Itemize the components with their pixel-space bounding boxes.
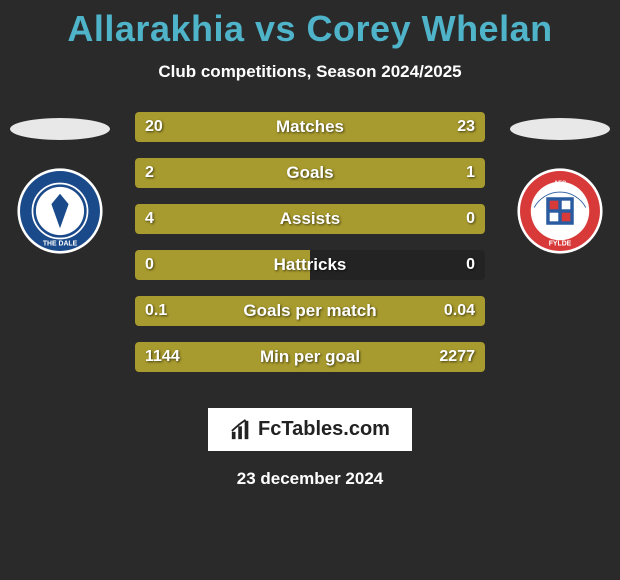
- bar-left: [135, 112, 298, 142]
- ellipse-left: [10, 118, 110, 140]
- brand-text: FcTables.com: [258, 418, 390, 441]
- ellipse-right: [510, 118, 610, 140]
- bar-left: [135, 204, 485, 234]
- club-badge-left: THE DALE: [17, 168, 103, 254]
- bar-left: [135, 342, 252, 372]
- stat-row: 00Hattricks: [135, 250, 485, 280]
- chart-icon: [230, 419, 252, 441]
- bar-right: [385, 296, 485, 326]
- comparison-chart: THE DALE FYLDE AFC: [0, 112, 620, 402]
- stat-row: 40Assists: [135, 204, 485, 234]
- stat-bars: 2023Matches 21Goals 40Assists 00Hattricks 0.…: [135, 112, 485, 388]
- shield-icon: FYLDE AFC: [517, 168, 603, 254]
- svg-text:FYLDE: FYLDE: [549, 240, 572, 247]
- stat-row: 2023Matches: [135, 112, 485, 142]
- stat-row: 11442277Min per goal: [135, 342, 485, 372]
- comparison-title: Allarakhia vs Corey Whelan: [0, 8, 620, 50]
- stat-value-right: 0: [466, 250, 475, 280]
- comparison-subtitle: Club competitions, Season 2024/2025: [0, 62, 620, 82]
- bar-right: [298, 112, 485, 142]
- shield-icon: THE DALE: [17, 168, 103, 254]
- svg-text:THE DALE: THE DALE: [43, 240, 78, 247]
- club-badge-right: FYLDE AFC: [517, 168, 603, 254]
- brand-badge: FcTables.com: [208, 408, 412, 451]
- svg-text:AFC: AFC: [554, 181, 567, 187]
- stat-row: 21Goals: [135, 158, 485, 188]
- bar-right: [252, 342, 485, 372]
- comparison-date: 23 december 2024: [237, 469, 384, 489]
- bar-left: [135, 296, 385, 326]
- team-left: THE DALE: [0, 112, 120, 254]
- stat-row: 0.10.04Goals per match: [135, 296, 485, 326]
- bar-right: [368, 158, 485, 188]
- team-right: FYLDE AFC: [500, 112, 620, 254]
- bar-left: [135, 250, 310, 280]
- bar-left: [135, 158, 368, 188]
